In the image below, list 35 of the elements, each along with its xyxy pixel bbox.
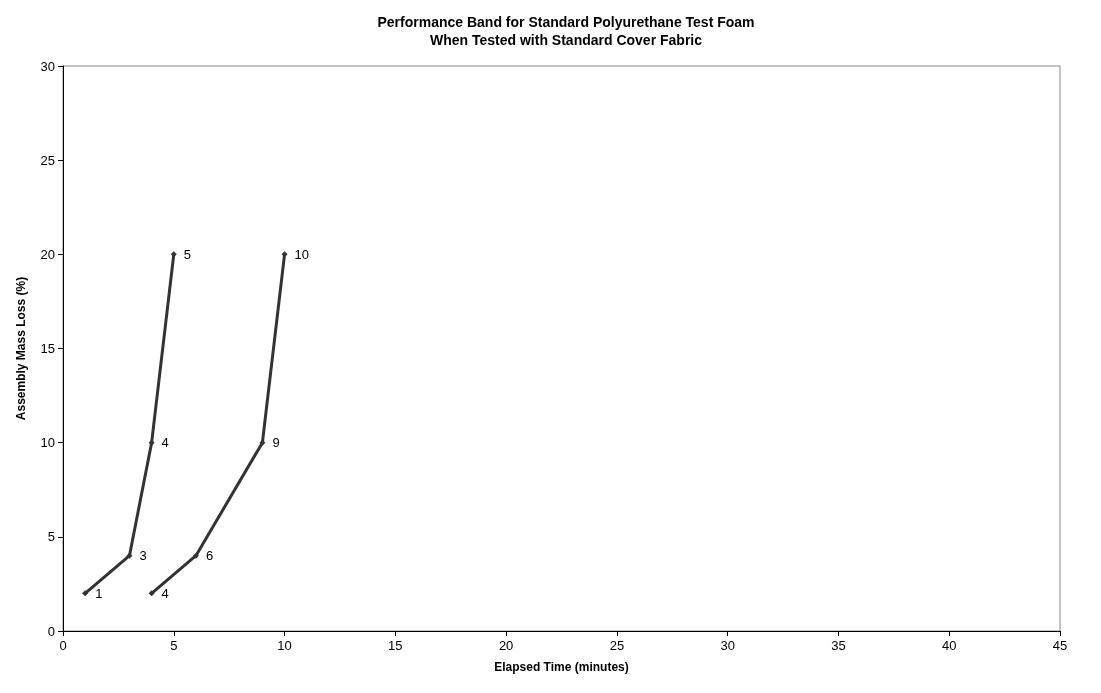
point — [192, 552, 199, 559]
annotation: 10 — [294, 246, 310, 262]
y-axis-title: Assembly Mass Loss (%) — [14, 276, 28, 421]
y-tick-label: 15 — [40, 341, 55, 356]
x-tick-label: 25 — [609, 638, 625, 653]
x-tick-label: 0 — [59, 638, 67, 653]
y-tick-label: 20 — [40, 246, 55, 262]
annotation: 9 — [272, 435, 280, 451]
y-tick-label: 10 — [40, 435, 55, 451]
y-tick-label: 25 — [40, 152, 55, 168]
x-tick-label: 40 — [941, 638, 957, 653]
x-tick-label: 5 — [170, 638, 178, 653]
y-tick-label: 0 — [47, 623, 55, 639]
point — [148, 439, 155, 446]
x-axis-title: Elapsed Time (minutes) — [494, 660, 629, 674]
x-tick-label: 35 — [831, 638, 846, 653]
x-tick-label: 45 — [1052, 638, 1068, 653]
annotation: 4 — [161, 585, 169, 601]
point — [148, 590, 155, 597]
x-tick-label: 30 — [720, 638, 735, 653]
y-tick-label: 5 — [47, 529, 55, 545]
chart-title: Performance Band for Standard Polyurethane Test Foam When Tested with Standard Cover Fabric — [377, 14, 755, 48]
annotation: 1 — [95, 585, 103, 601]
y-tick-label: 30 — [40, 58, 55, 74]
point — [82, 590, 89, 597]
annotation: 4 — [161, 435, 169, 451]
annotation: 6 — [205, 548, 214, 564]
point — [281, 251, 288, 258]
annotation: 3 — [139, 548, 147, 564]
annotation: 5 — [183, 246, 192, 262]
point — [126, 552, 133, 559]
x-tick-label: 20 — [498, 638, 514, 653]
x-tick-label: 10 — [277, 638, 292, 653]
point — [259, 439, 266, 446]
x-tick-label: 15 — [388, 638, 403, 653]
